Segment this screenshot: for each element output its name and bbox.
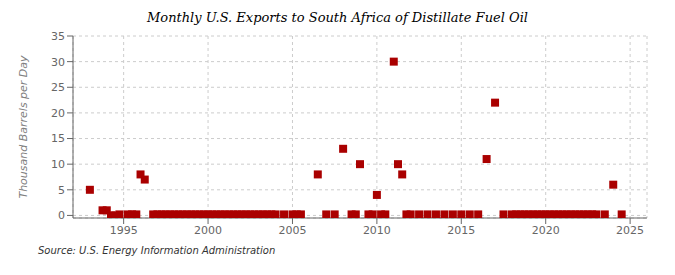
svg-text:2005: 2005 <box>278 224 306 237</box>
svg-text:5: 5 <box>58 184 65 197</box>
html-text:Source: U.S. Energy Informatio: Source: U.S. Energy Information Administ… <box>38 245 276 256</box>
svg-text:2000: 2000 <box>194 224 222 237</box>
svg-text:2025: 2025 <box>616 224 644 237</box>
html-text:Monthly U.S. Exports to South: Monthly U.S. Exports to South Africa of … <box>147 10 528 25</box>
svg-text:35: 35 <box>51 30 65 43</box>
svg-text:10: 10 <box>51 158 65 171</box>
svg-text:0: 0 <box>58 209 65 222</box>
svg-text:Thousand Barrels per Day: Thousand Barrels per Day <box>17 55 30 199</box>
svg-text:20: 20 <box>51 107 65 120</box>
svg-text:30: 30 <box>51 56 65 69</box>
svg-text:25: 25 <box>51 81 65 94</box>
svg-text:15: 15 <box>51 132 65 145</box>
svg-text:2010: 2010 <box>363 224 391 237</box>
svg-text:2015: 2015 <box>447 224 475 237</box>
svg-text:1995: 1995 <box>110 224 138 237</box>
svg-text:2020: 2020 <box>532 224 560 237</box>
